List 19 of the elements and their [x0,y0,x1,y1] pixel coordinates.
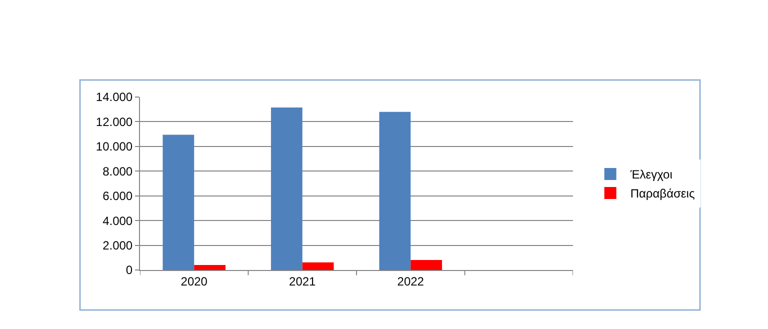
bar [410,260,442,270]
y-tick-label: 14.000 [96,90,133,104]
bar [270,108,302,270]
x-tick-label: 2020 [180,274,208,288]
x-tick-label: 2022 [397,274,424,288]
y-tick-label: 10.000 [96,140,133,154]
bar [162,134,194,270]
y-tick-label: 8.000 [102,164,133,178]
y-tick-label: 2.000 [102,238,133,252]
y-tick-label: 4.000 [102,214,133,228]
legend-label: Παραβάσεις [630,186,695,201]
bar [379,112,411,270]
legend-label: Έλεγχοι [629,168,673,182]
y-tick-label: 0 [126,263,133,278]
y-tick-label: 12.000 [96,114,133,129]
x-tick-label: 2021 [289,274,316,288]
bar [302,262,334,270]
bar [194,265,226,270]
y-tick-label: 6.000 [102,189,133,204]
